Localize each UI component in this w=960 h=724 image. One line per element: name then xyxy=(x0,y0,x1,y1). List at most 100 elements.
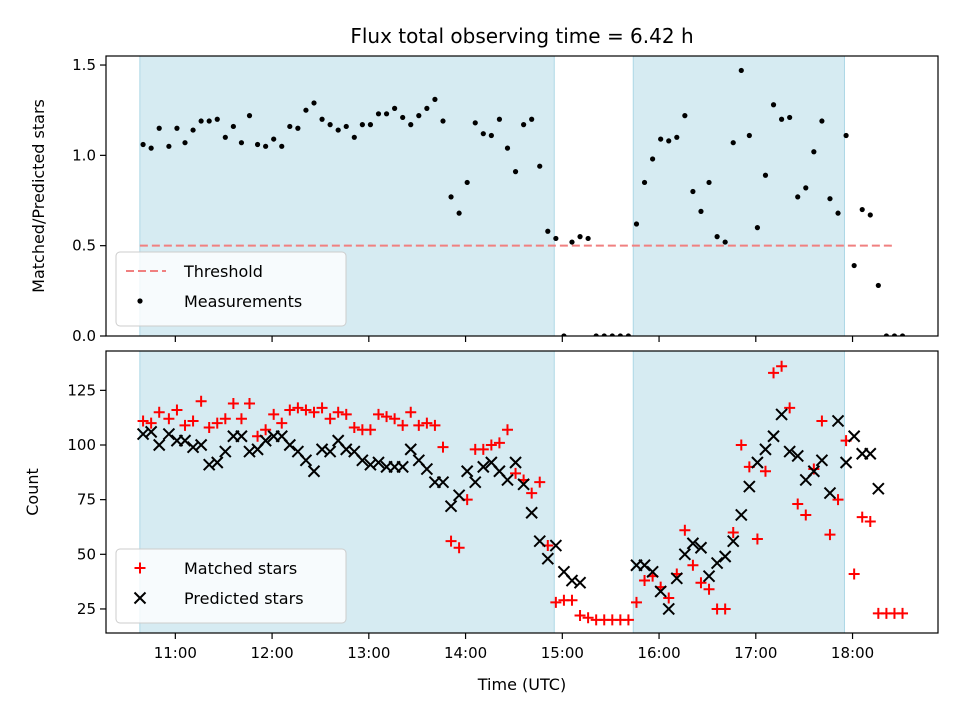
data-point xyxy=(718,550,732,563)
data-point xyxy=(658,136,664,142)
y-tick-label: 25 xyxy=(77,600,96,618)
data-point xyxy=(864,516,876,528)
data-point xyxy=(735,508,748,522)
data-point xyxy=(795,194,801,200)
data-point xyxy=(375,111,382,117)
data-point xyxy=(759,465,771,477)
data-point xyxy=(332,406,344,418)
data-point xyxy=(206,118,212,124)
data-point xyxy=(573,576,587,589)
x-tick-label: 15:00 xyxy=(541,644,584,662)
data-point xyxy=(343,123,349,130)
data-point xyxy=(768,367,780,379)
data-point xyxy=(811,149,817,155)
series-matched-stars xyxy=(137,360,909,626)
data-point xyxy=(219,413,231,425)
data-point xyxy=(549,539,563,552)
y-tick-label: 100 xyxy=(67,436,96,454)
data-point xyxy=(646,565,659,578)
data-point xyxy=(859,206,865,213)
x-axis-label: Time (UTC) xyxy=(477,675,566,694)
data-point xyxy=(300,404,312,416)
data-point xyxy=(706,179,712,186)
data-point xyxy=(679,524,691,536)
data-point xyxy=(187,415,199,427)
data-point xyxy=(488,132,494,139)
legend-label: Measurements xyxy=(184,292,302,311)
data-point xyxy=(299,454,313,467)
data-point xyxy=(469,475,482,489)
data-point xyxy=(784,402,796,414)
data-point xyxy=(472,120,478,126)
data-point xyxy=(601,333,607,336)
data-point xyxy=(162,427,176,441)
data-point xyxy=(867,212,873,218)
data-point xyxy=(569,239,575,245)
data-point xyxy=(565,574,579,587)
data-point xyxy=(323,445,337,458)
data-point xyxy=(864,447,877,460)
data-point xyxy=(512,169,519,175)
data-point xyxy=(501,473,514,487)
data-point xyxy=(448,194,454,200)
data-point xyxy=(847,430,861,443)
axes-frame xyxy=(105,55,939,337)
data-point xyxy=(843,132,849,139)
data-point xyxy=(550,596,562,608)
data-point xyxy=(687,559,699,571)
data-point xyxy=(534,476,546,488)
data-point xyxy=(719,603,731,615)
data-point xyxy=(816,415,828,427)
data-point xyxy=(335,127,341,133)
legend: Threshold Measurements xyxy=(115,251,347,327)
data-point xyxy=(153,406,165,418)
data-point xyxy=(526,487,538,499)
data-point xyxy=(163,413,175,425)
data-point xyxy=(137,415,149,427)
data-point xyxy=(295,125,301,131)
data-point xyxy=(327,122,333,128)
data-point xyxy=(686,537,700,550)
data-point xyxy=(582,612,594,624)
data-point xyxy=(730,140,736,146)
data-point xyxy=(641,179,648,186)
data-point xyxy=(625,333,632,336)
data-point xyxy=(424,105,430,111)
data-point xyxy=(372,408,384,420)
data-point xyxy=(179,419,191,431)
data-point xyxy=(561,333,567,336)
data-point xyxy=(767,430,780,443)
data-point xyxy=(136,427,150,441)
x-tick-label: 14:00 xyxy=(444,644,487,662)
data-point xyxy=(153,438,166,452)
legend: Matched stars Predicted stars xyxy=(115,548,347,624)
data-point xyxy=(770,102,777,108)
data-point xyxy=(824,529,836,541)
data-point xyxy=(214,116,220,122)
data-point xyxy=(839,456,853,469)
y-tick-label: 125 xyxy=(67,381,96,399)
data-point xyxy=(260,424,272,436)
data-point xyxy=(735,439,747,451)
data-point xyxy=(609,333,615,336)
data-point xyxy=(174,125,180,131)
y-tick-label: 75 xyxy=(77,491,96,509)
data-point xyxy=(654,585,667,598)
data-point xyxy=(421,417,433,429)
data-point xyxy=(440,118,446,124)
data-point xyxy=(480,131,486,137)
data-point xyxy=(722,239,728,245)
data-point xyxy=(638,559,651,572)
data-point xyxy=(899,333,906,336)
data-point xyxy=(392,105,398,111)
data-point xyxy=(694,541,708,554)
data-point xyxy=(792,498,804,510)
x-tick-label: 16:00 xyxy=(637,644,680,662)
y-tick-label: 50 xyxy=(77,545,96,563)
data-point xyxy=(827,196,833,202)
data-point xyxy=(452,489,466,502)
data-point xyxy=(356,454,369,467)
data-point xyxy=(235,430,248,443)
data-point xyxy=(496,116,503,122)
